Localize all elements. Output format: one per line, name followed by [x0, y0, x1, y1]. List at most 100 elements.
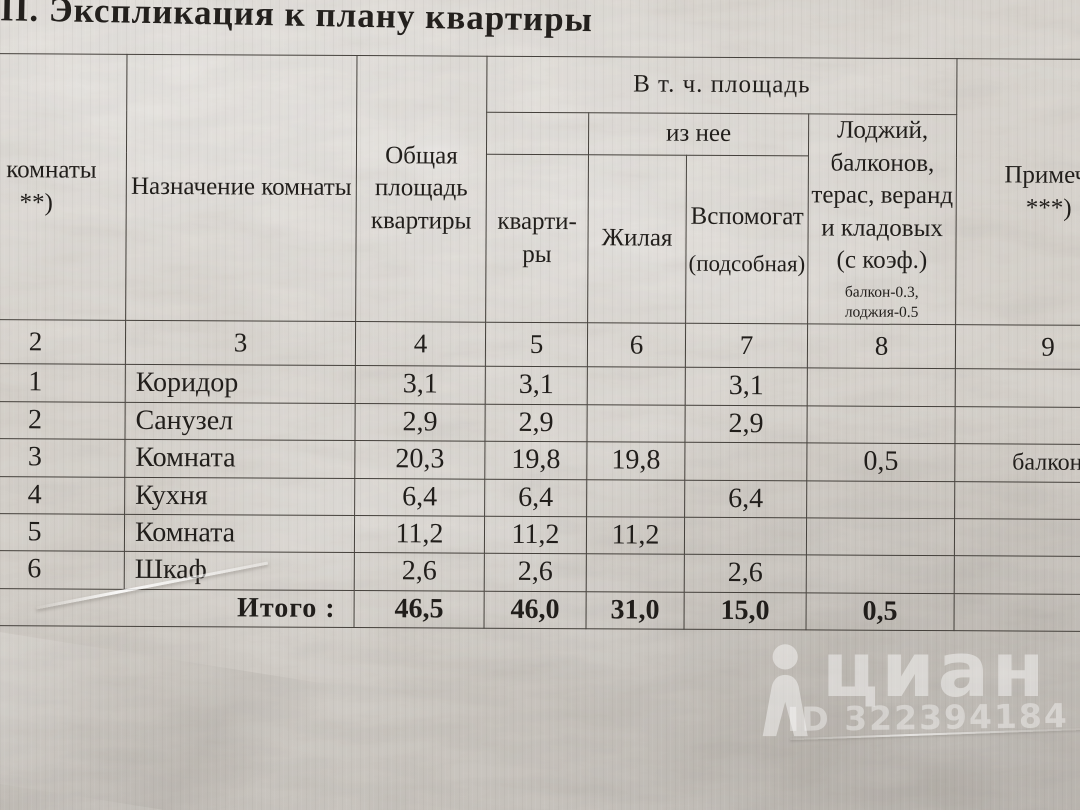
cell-auxiliary-area: 2,9 — [684, 404, 808, 444]
table-row: 3 Комната 20,3 19,8 19,8 0,5 балкон — [0, 438, 1080, 483]
cell-auxiliary-area: 3,1 — [685, 367, 808, 406]
total-apartment-value: 46,0 — [484, 590, 587, 629]
cell-apartment-area: 2,9 — [484, 403, 588, 442]
header-spacer-cell — [486, 112, 589, 155]
total-living-value: 31,0 — [586, 591, 685, 630]
cell-room-no: 1 — [0, 363, 126, 403]
col-header-total-area: Общая площадь квартиры — [355, 55, 487, 323]
loggia-note: балкон-0.3, лоджия-0.5 — [844, 283, 919, 322]
cian-person-icon — [762, 644, 808, 737]
cell-room-name: Коридор — [125, 364, 356, 404]
cell-loggia-area — [806, 555, 955, 594]
cell-room-name: Комната — [124, 514, 355, 553]
column-number: 9 — [955, 325, 1080, 370]
cell-auxiliary-area: 2,6 — [684, 554, 807, 593]
table-row: 2 Санузел 2,9 2,9 2,9 — [0, 401, 1080, 445]
column-number: 8 — [807, 324, 956, 370]
col-header-loggia: Лоджий, балконов, терас, веранд и кладов… — [807, 113, 957, 326]
loggia-label: Лоджий, балконов, терас, веранд и кладов… — [811, 116, 954, 275]
cell-loggia-area — [807, 368, 956, 407]
cell-room-no: 6 — [0, 550, 125, 589]
column-number: 2 — [0, 319, 126, 365]
cell-living-area — [586, 479, 685, 518]
column-number: 5 — [485, 322, 588, 368]
cell-living-area — [586, 404, 686, 443]
cell-room-name: Комната — [124, 439, 355, 479]
remark-note: ***) — [1025, 194, 1072, 222]
remark-label: Примеч. — [1004, 161, 1080, 190]
cell-living-area: 11,2 — [586, 516, 685, 555]
cell-room-no: 5 — [0, 513, 125, 552]
col-header-room-number: № комнаты **) — [0, 53, 128, 321]
cell-room-no: 3 — [0, 438, 125, 477]
total-row: Итого : 46,5 46,0 31,0 15,0 0,5 — [0, 588, 1080, 632]
cell-total-area: 2,9 — [354, 403, 486, 442]
paper-crease — [790, 727, 1080, 741]
column-number: 6 — [587, 323, 686, 368]
table-row: 1 Коридор 3,1 3,1 3,1 — [0, 363, 1080, 408]
col-header-apartment: кварти-ры — [485, 154, 589, 324]
cell-loggia-area — [806, 517, 955, 556]
purpose-label: Назначение комнаты — [130, 173, 352, 202]
cell-auxiliary-area — [684, 517, 807, 556]
col-header-purpose: Назначение комнаты — [125, 54, 358, 322]
cell-remark — [954, 555, 1080, 595]
cell-remark — [954, 481, 1080, 520]
cell-apartment-area: 11,2 — [484, 516, 587, 555]
cell-loggia-area — [806, 480, 955, 519]
total-remark-cell — [953, 593, 1080, 632]
cell-total-area: 3,1 — [355, 365, 486, 404]
explication-table: № комнаты **) Назначение комнаты Общая п… — [0, 53, 1080, 632]
cian-brand-text: циан — [822, 625, 1048, 714]
cell-total-area: 11,2 — [354, 515, 485, 554]
room-number-label: № комнаты — [0, 156, 97, 184]
col-header-incl-area: В т. ч. площадь — [486, 56, 957, 115]
room-number-note: **) — [19, 188, 53, 217]
column-number: 4 — [355, 321, 486, 367]
auxiliary-label: Вспомогат — [690, 202, 804, 230]
cell-total-area: 2,6 — [354, 552, 485, 591]
header-row-1: № комнаты **) Назначение комнаты Общая п… — [0, 53, 1080, 326]
cell-remark — [954, 518, 1080, 557]
total-area-label: Общая площадь квартиры — [370, 142, 472, 235]
page-title: III. Экспликация к плану квартиры — [0, 0, 594, 40]
total-auxiliary-value: 15,0 — [684, 591, 807, 630]
cell-room-name: Шкаф — [124, 551, 355, 591]
cell-auxiliary-area: 6,4 — [684, 479, 807, 518]
table-row: 6 Шкаф 2,6 2,6 2,6 — [0, 550, 1080, 595]
cell-living-area — [586, 554, 685, 592]
cell-remark — [954, 406, 1080, 445]
cell-total-area: 6,4 — [354, 478, 485, 517]
cell-total-area: 20,3 — [354, 440, 485, 479]
cell-loggia-area — [806, 405, 956, 444]
total-loggia-value: 0,5 — [805, 592, 955, 631]
column-number: 7 — [685, 323, 808, 369]
cian-watermark: циан — [760, 625, 1048, 742]
cell-auxiliary-area — [684, 442, 807, 481]
cell-room-no: 2 — [0, 401, 126, 440]
col-header-living: Жилая — [587, 154, 687, 324]
total-label: Итого : — [0, 588, 355, 628]
cell-apartment-area: 19,8 — [484, 441, 587, 480]
table-row: 5 Комната 11,2 11,2 11,2 — [0, 513, 1080, 557]
cell-living-area: 19,8 — [586, 441, 685, 480]
cell-remark: балкон — [954, 443, 1080, 483]
table-row: 4 Кухня 6,4 6,4 6,4 — [0, 475, 1080, 520]
cell-apartment-area: 6,4 — [484, 478, 587, 517]
cell-remark — [955, 369, 1080, 408]
cell-apartment-area: 2,6 — [484, 553, 587, 592]
cell-loggia-area: 0,5 — [806, 443, 955, 482]
col-header-remark: Примеч. ***) — [955, 58, 1080, 326]
paper-crease — [0, 628, 390, 810]
watermark-id: ID 322394184 — [786, 696, 1070, 739]
column-number: 3 — [125, 320, 356, 366]
auxiliary-sub-label: (подсобная) — [688, 250, 806, 277]
col-header-of-it: из нее — [588, 112, 809, 156]
cell-living-area — [587, 367, 686, 405]
total-area-value: 46,5 — [354, 590, 485, 629]
column-numbers-row: 2 3 4 5 6 7 8 9 — [0, 319, 1080, 370]
cell-apartment-area: 3,1 — [485, 366, 588, 405]
col-header-auxiliary: Вспомогат (подсобная) — [685, 155, 809, 325]
cell-room-name: Кухня — [124, 476, 355, 516]
